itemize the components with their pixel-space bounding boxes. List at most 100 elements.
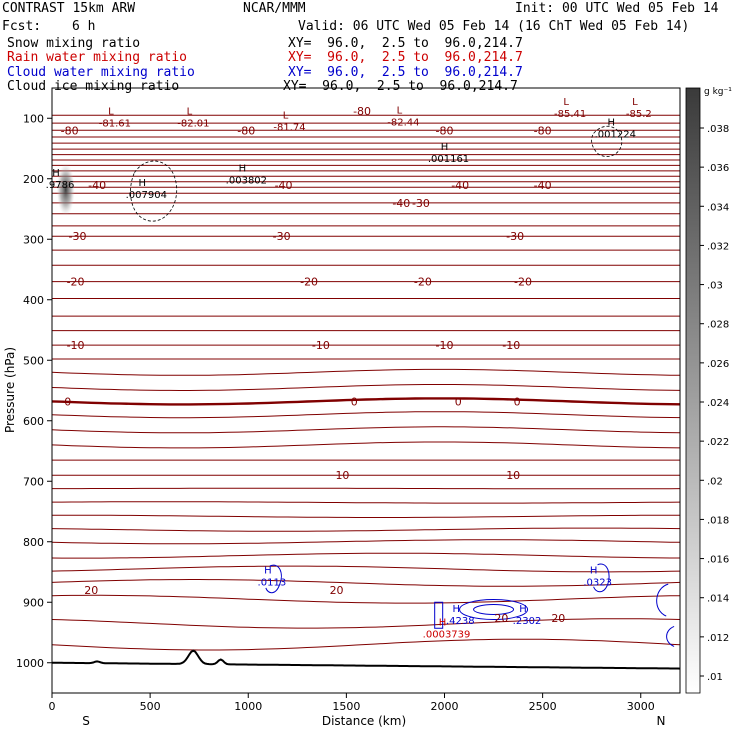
colorbar — [685, 87, 701, 694]
x-tick-label: 500 — [140, 700, 161, 713]
field-rain-xy: XY= 96.0, 2.5 to 96.0,214.7 — [288, 50, 523, 65]
colorbar-tick-label: .036 — [707, 163, 729, 174]
isotherm-label: -10 — [502, 339, 520, 352]
isotherm-line — [51, 638, 681, 651]
extremum-marker: L — [283, 110, 289, 121]
isotherm-label: 10 — [506, 469, 520, 482]
isotherm-label: -30 — [412, 197, 430, 210]
terrain-line — [52, 649, 681, 670]
extremum-value: .003802 — [226, 176, 267, 187]
south-end-label: S — [82, 714, 90, 728]
isotherm-label: -40 — [451, 179, 469, 192]
org-label: NCAR/MMM — [243, 1, 306, 16]
isotherm-line — [51, 539, 681, 545]
isotherm-label: -30 — [273, 230, 291, 243]
isotherm-line — [51, 579, 681, 587]
cloud-water-contour — [459, 599, 529, 621]
y-tick-label: 100 — [23, 112, 44, 125]
isotherm-label: -80 — [61, 124, 79, 137]
extremum-marker: L — [632, 97, 638, 108]
extremum-value: -81.74 — [273, 122, 305, 133]
field-snow-name: Snow mixing ratio — [7, 36, 141, 51]
isotherm-line — [51, 368, 681, 376]
isotherm-label: -30 — [69, 230, 87, 243]
extremum-value: .2302 — [513, 616, 542, 627]
colorbar-tick-label: .024 — [707, 398, 729, 409]
isotherm-line — [51, 384, 681, 391]
extremum-value: .0323 — [583, 577, 612, 588]
north-end-label: N — [657, 714, 666, 728]
isotherm-line — [51, 527, 681, 532]
isotherm-label: -20 — [414, 276, 432, 289]
cloud-water-contour — [434, 601, 444, 629]
isotherm-line — [52, 514, 680, 518]
field-cloudwater-name: Cloud water mixing ratio — [7, 65, 195, 80]
extremum-marker: L — [187, 107, 193, 118]
extremum-marker: H — [519, 604, 527, 615]
extremum-marker: L — [563, 97, 569, 108]
model-title: CONTRAST 15km ARW — [2, 1, 136, 16]
extremum-marker: H — [439, 617, 447, 628]
extremum-value: .0113 — [258, 577, 287, 588]
extremum-marker: H — [590, 565, 598, 576]
forecast-label: Fcst: — [2, 19, 42, 34]
y-tick-label: 200 — [23, 173, 44, 186]
isotherm-label: 20 — [494, 612, 508, 625]
extremum-value: .001161 — [428, 154, 469, 165]
isotherm-line — [51, 552, 680, 559]
colorbar-tick-label: .014 — [707, 594, 729, 605]
extremum-marker: H — [441, 142, 449, 153]
valid-time: Valid: 06 UTC Wed 05 Feb 14 (16 ChT Wed … — [298, 19, 690, 34]
cloud-ice-shading — [56, 163, 75, 216]
isotherm-label: -40 — [534, 179, 552, 192]
extremum-marker: H — [52, 168, 60, 179]
extremum-marker: H — [264, 565, 272, 576]
isotherm-label: -40 — [88, 179, 106, 192]
isotherm-label: -10 — [436, 339, 454, 352]
isotherm-label: -20 — [67, 276, 85, 289]
colorbar-tick-label: .034 — [707, 202, 729, 213]
field-cloudice-name: Cloud ice mixing ratio — [7, 79, 180, 94]
y-axis-label: Pressure (hPa) — [3, 347, 17, 433]
isotherm-line — [51, 565, 681, 573]
extremum-marker: L — [397, 105, 403, 116]
extremum-value: .007904 — [126, 190, 167, 201]
extremum-value: -82.01 — [177, 119, 209, 130]
colorbar-tick-label: .02 — [707, 476, 723, 487]
x-tick-label: 0 — [49, 700, 56, 713]
snow-contour — [130, 160, 178, 222]
y-tick-label: 400 — [23, 294, 44, 307]
x-tick-label: 1500 — [332, 700, 360, 713]
extremum-marker: H — [139, 178, 147, 189]
isotherm-label: -30 — [506, 230, 524, 243]
isotherm-label: -10 — [67, 339, 85, 352]
isotherm-label: -40 — [275, 179, 293, 192]
isotherm-label: 0 — [455, 395, 462, 408]
isotherm-line — [51, 618, 681, 629]
colorbar-tick-label: .022 — [707, 437, 729, 448]
colorbar-tick-label: .038 — [707, 124, 729, 135]
isotherm-label: 0 — [351, 395, 358, 408]
cloud-water-contour — [593, 563, 610, 593]
extremum-value: -81.61 — [99, 119, 131, 130]
isotherm-label: 20 — [551, 612, 565, 625]
extremum-marker: H — [608, 118, 616, 129]
extremum-value: .9786 — [46, 180, 75, 191]
y-tick-label: 800 — [23, 536, 44, 549]
extremum-value: -85.2 — [626, 109, 652, 120]
isotherm-label: 0 — [514, 395, 521, 408]
colorbar-tick-label: .026 — [707, 359, 729, 370]
extremum-value: -85.41 — [554, 109, 586, 120]
x-axis-label: Distance (km) — [322, 714, 406, 728]
y-tick-label: 700 — [23, 475, 44, 488]
isotherm-label: 10 — [335, 469, 349, 482]
isotherm-label: 20 — [84, 584, 98, 597]
init-time: Init: 00 UTC Wed 05 Feb 14 — [515, 1, 719, 16]
isotherm-label: -40 — [392, 197, 410, 210]
x-tick-label: 3000 — [627, 700, 655, 713]
snow-contour — [591, 125, 623, 157]
y-tick-label: 1000 — [16, 657, 44, 670]
x-tick-label: 1000 — [234, 700, 262, 713]
forecast-hour: 6 h — [72, 19, 96, 34]
